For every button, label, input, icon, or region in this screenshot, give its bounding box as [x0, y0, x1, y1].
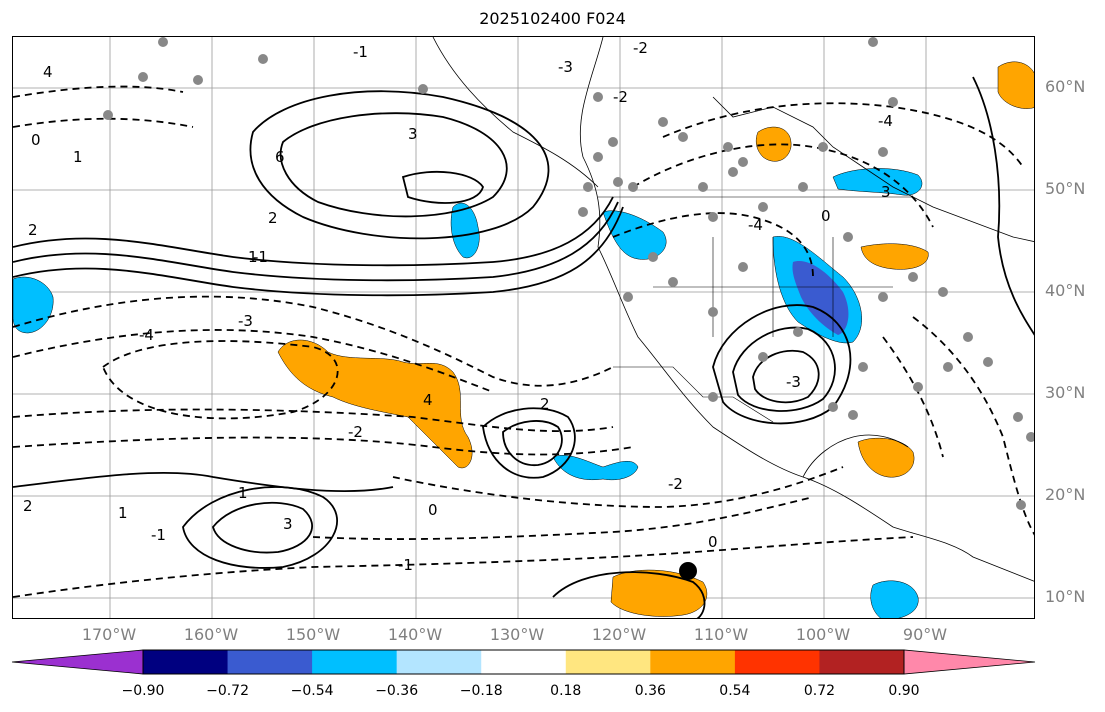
contour-label: -1 [398, 556, 413, 574]
lat-label: 10°N [1045, 587, 1086, 606]
contours [13, 76, 1034, 618]
contour-label: 1 [118, 504, 128, 522]
colorbar-segment [396, 650, 482, 674]
coastlines [432, 37, 1034, 582]
feature-marker [679, 562, 697, 580]
orange-patch-pacific [277, 339, 473, 469]
colorbar-tick-label: 0.90 [888, 683, 920, 699]
lon-label: 100°W [795, 625, 851, 644]
colorbar-segment [565, 650, 651, 674]
lat-label: 20°N [1045, 485, 1086, 504]
blue-patch-north [832, 168, 923, 196]
contour-label: 1 [238, 484, 248, 502]
colorbar-frame [142, 649, 905, 675]
colorbar-segment [481, 650, 567, 674]
lon-label: 110°W [693, 625, 749, 644]
colorbar-tick-label: 0.18 [550, 683, 582, 699]
contour-label: -4 [139, 326, 154, 344]
colorbar-segment [143, 650, 229, 674]
contour-label: 3 [408, 125, 418, 143]
contour-label: -4 [748, 216, 763, 234]
contour-label: -2 [348, 423, 363, 441]
lon-label: 130°W [489, 625, 545, 644]
station-markers [103, 37, 1034, 510]
contour-label: 1 [248, 248, 258, 266]
contour-label: -3 [238, 312, 253, 330]
colorbar-tick-label: 0.54 [719, 683, 751, 699]
contour-label: 0 [31, 131, 41, 149]
colorbar-segment [819, 650, 905, 674]
lat-label: 30°N [1045, 383, 1086, 402]
lon-label: 120°W [591, 625, 647, 644]
contour-label: 2 [28, 221, 38, 239]
contour-label: -3 [786, 373, 801, 391]
colorbar-tick-label: −0.36 [375, 683, 419, 699]
orange-patch-lakes [860, 243, 929, 270]
darkblue-patch-plains [792, 261, 849, 335]
colorbar-segment [734, 650, 820, 674]
blue-patch-coast [602, 210, 667, 260]
contour-label: 4 [423, 391, 433, 409]
lat-label: 60°N [1045, 77, 1086, 96]
contour-label-group: 4 3 6 2 1 0 -4 -3 -2 -1 0 1 2 3 4 2 1 -1… [23, 39, 893, 574]
lon-label: 160°W [183, 625, 239, 644]
lon-label: 170°W [81, 625, 137, 644]
contour-label: 2 [268, 209, 278, 227]
shaded-fields [13, 61, 1034, 618]
contour-label: -1 [253, 248, 268, 266]
blue-patch-nw [450, 202, 480, 259]
contour-label: 0 [428, 501, 438, 519]
contour-label: -2 [668, 475, 683, 493]
map-canvas: 4 3 6 2 1 0 -4 -3 -2 -1 0 1 2 3 4 2 1 -1… [13, 37, 1034, 618]
contour-label: 2 [23, 497, 33, 515]
contours-dashed [13, 85, 1034, 598]
lon-label: 90°W [902, 625, 948, 644]
contour-label: 1 [73, 148, 83, 166]
colorbar-segment [312, 650, 398, 674]
contour-label: 0 [708, 533, 718, 551]
contour-label: -4 [878, 112, 893, 130]
orange-patch-gulf [857, 437, 915, 478]
contour-label: 4 [43, 63, 53, 81]
contour-label: 3 [881, 183, 891, 201]
map-title: 2025102400 F024 [479, 9, 626, 28]
colorbar [11, 649, 1036, 675]
lat-label: 40°N [1045, 281, 1086, 300]
contour-label: 3 [283, 515, 293, 533]
borders [598, 196, 913, 423]
contour-label: 0 [821, 207, 831, 225]
colorbar-extend-low [11, 649, 144, 675]
colorbar-tick-label: 0.36 [634, 683, 666, 699]
colorbar-tick-label: −0.18 [459, 683, 503, 699]
contour-label: -1 [151, 526, 166, 544]
lon-label: 150°W [285, 625, 341, 644]
colorbar-segments [11, 649, 1036, 675]
contour-label: -3 [558, 58, 573, 76]
blue-patch-mid [552, 455, 639, 481]
contour-label: -2 [613, 88, 628, 106]
colorbar-segment [227, 650, 313, 674]
blue-patch-se [870, 580, 919, 618]
lon-label: 140°W [387, 625, 443, 644]
orange-patch-ne [997, 61, 1034, 109]
colorbar-tick-label: −0.90 [121, 683, 165, 699]
map-panel[interactable]: 4 3 6 2 1 0 -4 -3 -2 -1 0 1 2 3 4 2 1 -1… [12, 36, 1035, 619]
colorbar-tick-label: −0.72 [206, 683, 249, 699]
colorbar-tick-label: 0.72 [803, 683, 836, 699]
contour-label: 2 [540, 395, 550, 413]
colorbar-segment [650, 650, 736, 674]
colorbar-tick-label: −0.54 [290, 683, 334, 699]
colorbar-extend-high [903, 649, 1036, 675]
lat-label: 50°N [1045, 179, 1086, 198]
contour-label: -1 [353, 43, 368, 61]
contour-label: -2 [633, 39, 648, 57]
contour-label: 6 [275, 148, 285, 166]
